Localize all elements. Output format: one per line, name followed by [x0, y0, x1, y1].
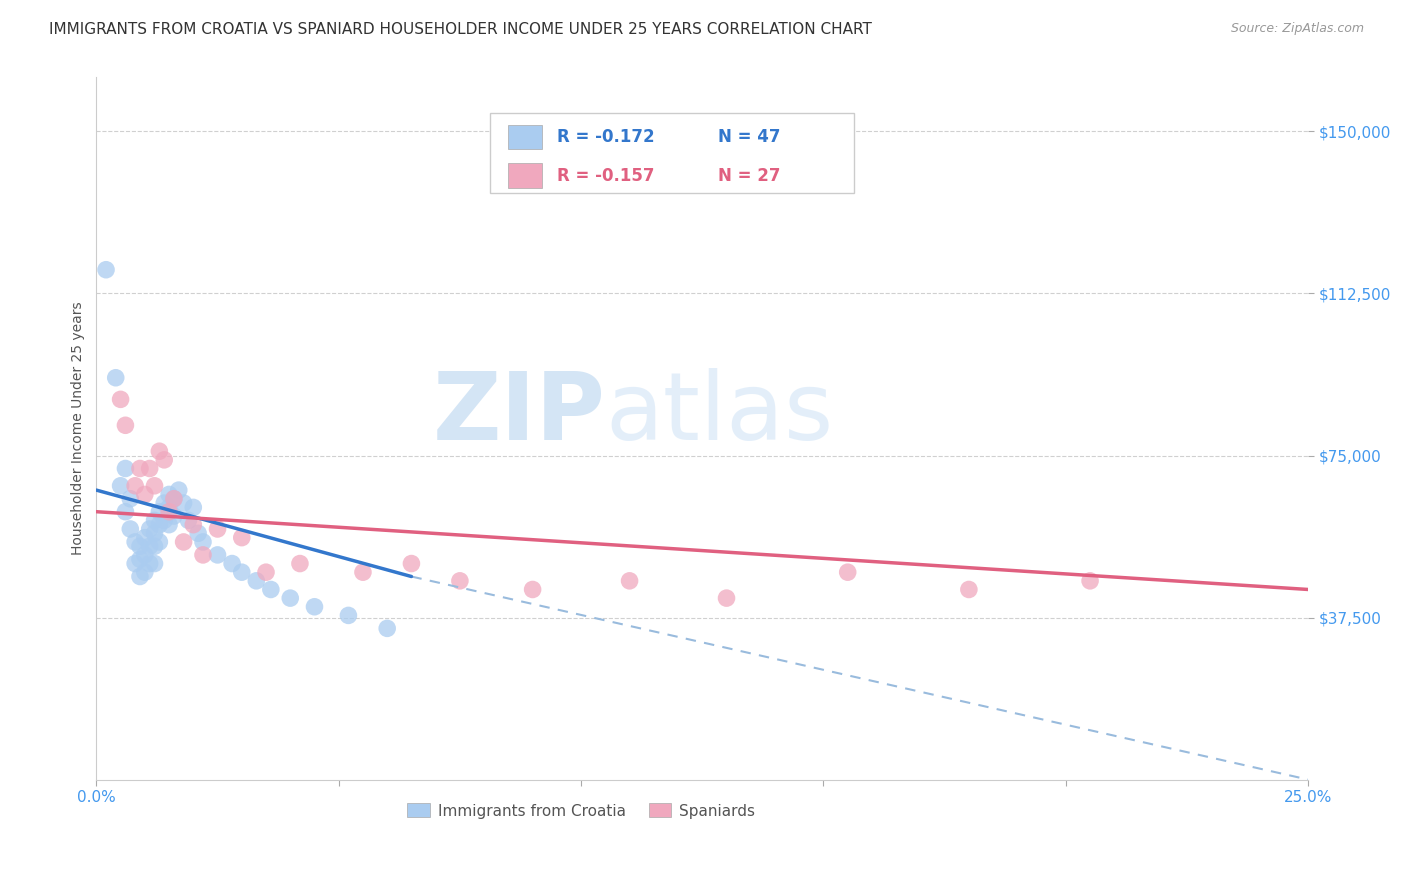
Point: [278, 591, 301, 606]
Point: [163, 491, 186, 506]
Text: R = -0.157: R = -0.157: [557, 167, 654, 185]
Point: [153, 513, 176, 527]
Point: [143, 479, 166, 493]
Point: [134, 548, 156, 562]
Point: [129, 461, 152, 475]
Point: [138, 522, 160, 536]
Point: [110, 392, 132, 407]
Point: [148, 444, 170, 458]
Point: [138, 461, 160, 475]
Text: N = 27: N = 27: [718, 167, 780, 185]
Point: [94, 262, 117, 277]
FancyBboxPatch shape: [509, 125, 543, 149]
Point: [129, 539, 152, 553]
Point: [254, 565, 277, 579]
Point: [401, 557, 423, 571]
Point: [134, 487, 156, 501]
Point: [148, 535, 170, 549]
Point: [449, 574, 471, 588]
Point: [143, 557, 166, 571]
Point: [157, 487, 180, 501]
Point: [153, 453, 176, 467]
Point: [337, 608, 360, 623]
Point: [129, 569, 152, 583]
Point: [375, 621, 398, 635]
Point: [837, 565, 859, 579]
Y-axis label: Householder Income Under 25 years: Householder Income Under 25 years: [72, 301, 86, 556]
Point: [134, 565, 156, 579]
Point: [148, 505, 170, 519]
Point: [114, 461, 136, 475]
Point: [288, 557, 311, 571]
Point: [221, 557, 243, 571]
Point: [352, 565, 374, 579]
Text: R = -0.172: R = -0.172: [557, 128, 654, 145]
Point: [143, 539, 166, 553]
Point: [138, 539, 160, 553]
Point: [129, 552, 152, 566]
Point: [153, 496, 176, 510]
Point: [619, 574, 641, 588]
Point: [120, 491, 142, 506]
Point: [114, 418, 136, 433]
Point: [157, 517, 180, 532]
Text: N = 47: N = 47: [718, 128, 780, 145]
Point: [163, 491, 186, 506]
Text: atlas: atlas: [606, 368, 834, 460]
Point: [304, 599, 326, 614]
Point: [120, 522, 142, 536]
FancyBboxPatch shape: [509, 163, 543, 187]
Point: [138, 557, 160, 571]
Text: ZIP: ZIP: [433, 368, 606, 460]
Point: [134, 531, 156, 545]
Point: [191, 548, 214, 562]
Point: [114, 505, 136, 519]
Point: [148, 517, 170, 532]
Point: [167, 483, 190, 497]
Point: [181, 500, 204, 515]
Point: [1078, 574, 1101, 588]
Point: [173, 535, 195, 549]
Point: [181, 517, 204, 532]
FancyBboxPatch shape: [491, 112, 853, 194]
Point: [187, 526, 209, 541]
Point: [163, 509, 186, 524]
Point: [260, 582, 283, 597]
Point: [157, 500, 180, 515]
Point: [231, 565, 253, 579]
Point: [207, 548, 229, 562]
Point: [124, 557, 146, 571]
Point: [104, 370, 127, 384]
Point: [207, 522, 229, 536]
Point: [143, 526, 166, 541]
Point: [173, 496, 195, 510]
Point: [143, 513, 166, 527]
Point: [716, 591, 738, 606]
Point: [124, 479, 146, 493]
Point: [191, 535, 214, 549]
Point: [110, 479, 132, 493]
Point: [957, 582, 980, 597]
Text: IMMIGRANTS FROM CROATIA VS SPANIARD HOUSEHOLDER INCOME UNDER 25 YEARS CORRELATIO: IMMIGRANTS FROM CROATIA VS SPANIARD HOUS…: [49, 22, 872, 37]
Point: [124, 535, 146, 549]
Point: [231, 531, 253, 545]
Point: [177, 513, 200, 527]
Legend: Immigrants from Croatia, Spaniards: Immigrants from Croatia, Spaniards: [401, 797, 761, 824]
Text: Source: ZipAtlas.com: Source: ZipAtlas.com: [1230, 22, 1364, 36]
Point: [157, 505, 180, 519]
Point: [245, 574, 267, 588]
Point: [522, 582, 544, 597]
